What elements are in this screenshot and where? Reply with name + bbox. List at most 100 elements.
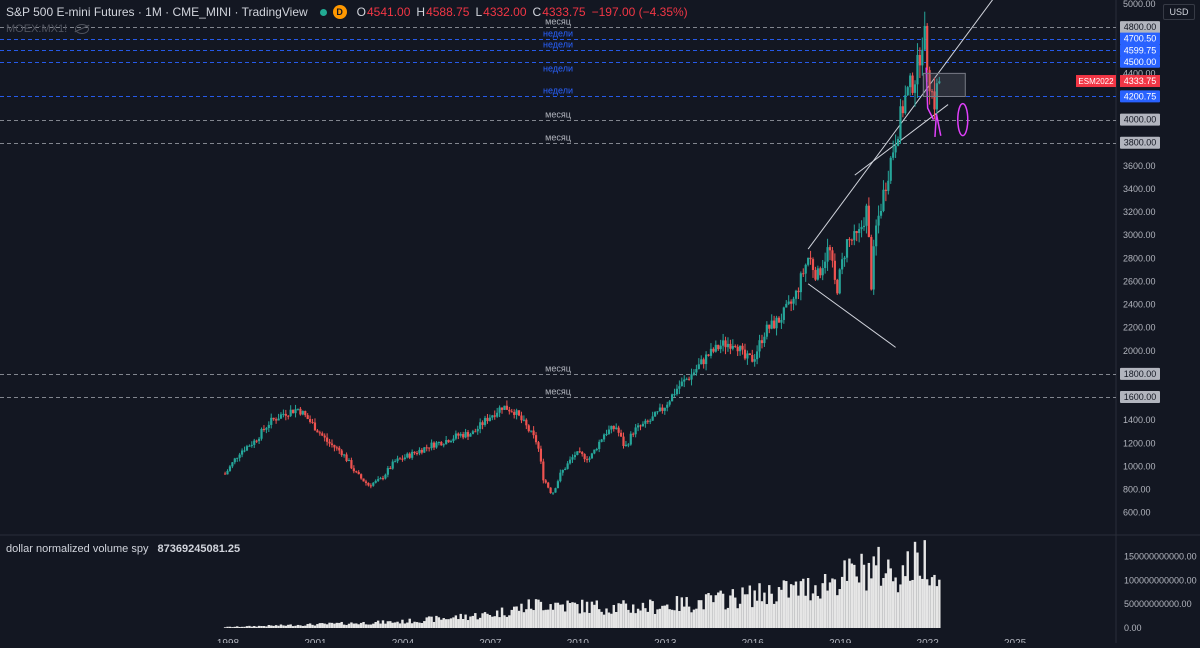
- volume-panel-title: dollar normalized volume spy 87369245081…: [6, 543, 240, 555]
- volume-bar-33: [304, 625, 307, 628]
- volume-bar-68: [389, 621, 392, 628]
- volume-bar-120: [515, 606, 518, 628]
- candle-body-112: [496, 412, 499, 417]
- volume-bar-55: [357, 624, 360, 628]
- volume-bar-177: [653, 613, 657, 628]
- candle-body-267: [872, 246, 875, 290]
- candle-body-146: [578, 451, 581, 453]
- volume-bar-231: [785, 581, 788, 628]
- volume-bar-233: [789, 584, 793, 628]
- candle-body-90: [442, 444, 445, 446]
- candle-body-275: [892, 152, 895, 158]
- candle-body-32: [301, 411, 304, 415]
- volume-bar-109: [488, 615, 492, 628]
- volume-bar-192: [690, 612, 693, 628]
- volume-bar-191: [687, 606, 691, 628]
- candle-body-194: [695, 368, 698, 373]
- candle-body-242: [811, 259, 815, 271]
- level-label-1: 4700.50: [1124, 34, 1157, 44]
- candle-body-61: [372, 482, 375, 486]
- candle-body-258: [850, 239, 853, 241]
- volume-bar-292: [933, 574, 936, 628]
- candle-body-285: [916, 54, 919, 85]
- candle-body-114: [500, 407, 504, 410]
- volume-bar-229: [780, 589, 783, 628]
- volume-bar-140: [563, 611, 567, 628]
- candle-body-73: [401, 458, 404, 460]
- candle-body-205: [722, 340, 725, 346]
- volume-bar-2: [228, 626, 232, 628]
- volume-bar-64: [379, 623, 382, 628]
- volume-bar-19: [270, 625, 273, 628]
- volume-bar-187: [678, 610, 681, 628]
- candle-body-80: [418, 449, 421, 454]
- session-badge[interactable]: D: [332, 5, 347, 19]
- price-tick-0: 600.00: [1123, 508, 1151, 518]
- time-tick-5: 2013: [654, 638, 677, 643]
- candle-body-126: [530, 430, 533, 432]
- level-label-bg-8: [1120, 391, 1160, 404]
- symbol-title[interactable]: S&P 500 E-mini Futures · 1M · CME_MINI ·…: [6, 5, 308, 19]
- candle-body-14: [257, 438, 261, 442]
- volume-bar-160: [612, 604, 615, 628]
- volume-bar-221: [760, 601, 764, 628]
- candle-body-286: [918, 54, 921, 66]
- candle-body-23: [279, 414, 283, 419]
- volume-bar-77: [410, 623, 414, 628]
- price-tick-8: 2200.00: [1123, 323, 1156, 333]
- volume-bar-239: [804, 595, 807, 628]
- candle-body-76: [408, 453, 411, 458]
- candle-body-86: [432, 442, 436, 448]
- volume-bar-48: [340, 621, 343, 628]
- volume-bar-3: [231, 627, 234, 628]
- level-text-8: месяц: [545, 387, 571, 397]
- volume-bar-88: [437, 617, 441, 628]
- candle-body-183: [668, 401, 671, 405]
- volume-bar-179: [658, 608, 662, 628]
- candle-body-64: [379, 478, 382, 480]
- candle-body-144: [573, 455, 577, 458]
- currency-button[interactable]: USD: [1163, 4, 1195, 20]
- volume-bar-136: [554, 602, 557, 628]
- volume-bar-227: [775, 601, 778, 628]
- volume-bar-18: [267, 625, 271, 628]
- candle-body-101: [469, 434, 472, 437]
- candle-body-136: [554, 488, 557, 493]
- candle-body-154: [598, 441, 601, 450]
- volume-bar-157: [605, 608, 608, 628]
- candle-body-237: [799, 273, 802, 293]
- candle-body-121: [517, 410, 521, 416]
- volume-bar-153: [595, 600, 598, 628]
- volume-bar-62: [374, 622, 377, 628]
- candle-body-7: [240, 450, 244, 455]
- volume-bar-245: [819, 598, 822, 628]
- volume-bar-253: [838, 589, 841, 628]
- volume-bar-124: [525, 609, 528, 628]
- candle-body-49: [343, 454, 346, 456]
- volume-bar-114: [500, 607, 504, 628]
- candle-body-168: [632, 433, 635, 435]
- volume-bar-34: [306, 623, 309, 628]
- level-label-bg-0: [1120, 21, 1160, 34]
- candle-body-265: [867, 205, 870, 237]
- volume-bar-6: [238, 626, 241, 628]
- volume-bar-42: [325, 624, 329, 628]
- volume-bar-220: [758, 583, 761, 628]
- volume-bar-99: [464, 614, 467, 628]
- candle-body-151: [590, 453, 594, 459]
- hidden-eye-icon[interactable]: [75, 24, 90, 34]
- volume-bar-186: [675, 596, 679, 628]
- sub-indicator[interactable]: MOEX:MX1!: [6, 23, 90, 35]
- volume-bar-83: [425, 617, 428, 628]
- candle-body-207: [726, 343, 730, 348]
- volume-bar-28: [291, 626, 295, 628]
- volume-bar-138: [559, 604, 562, 628]
- volume-bar-27: [289, 624, 292, 628]
- volume-bar-277: [896, 592, 900, 628]
- volume-bar-154: [598, 609, 601, 628]
- volume-indicator-name[interactable]: dollar normalized volume spy: [6, 543, 149, 555]
- volume-bar-289: [925, 579, 929, 628]
- volume-bar-7: [240, 626, 244, 628]
